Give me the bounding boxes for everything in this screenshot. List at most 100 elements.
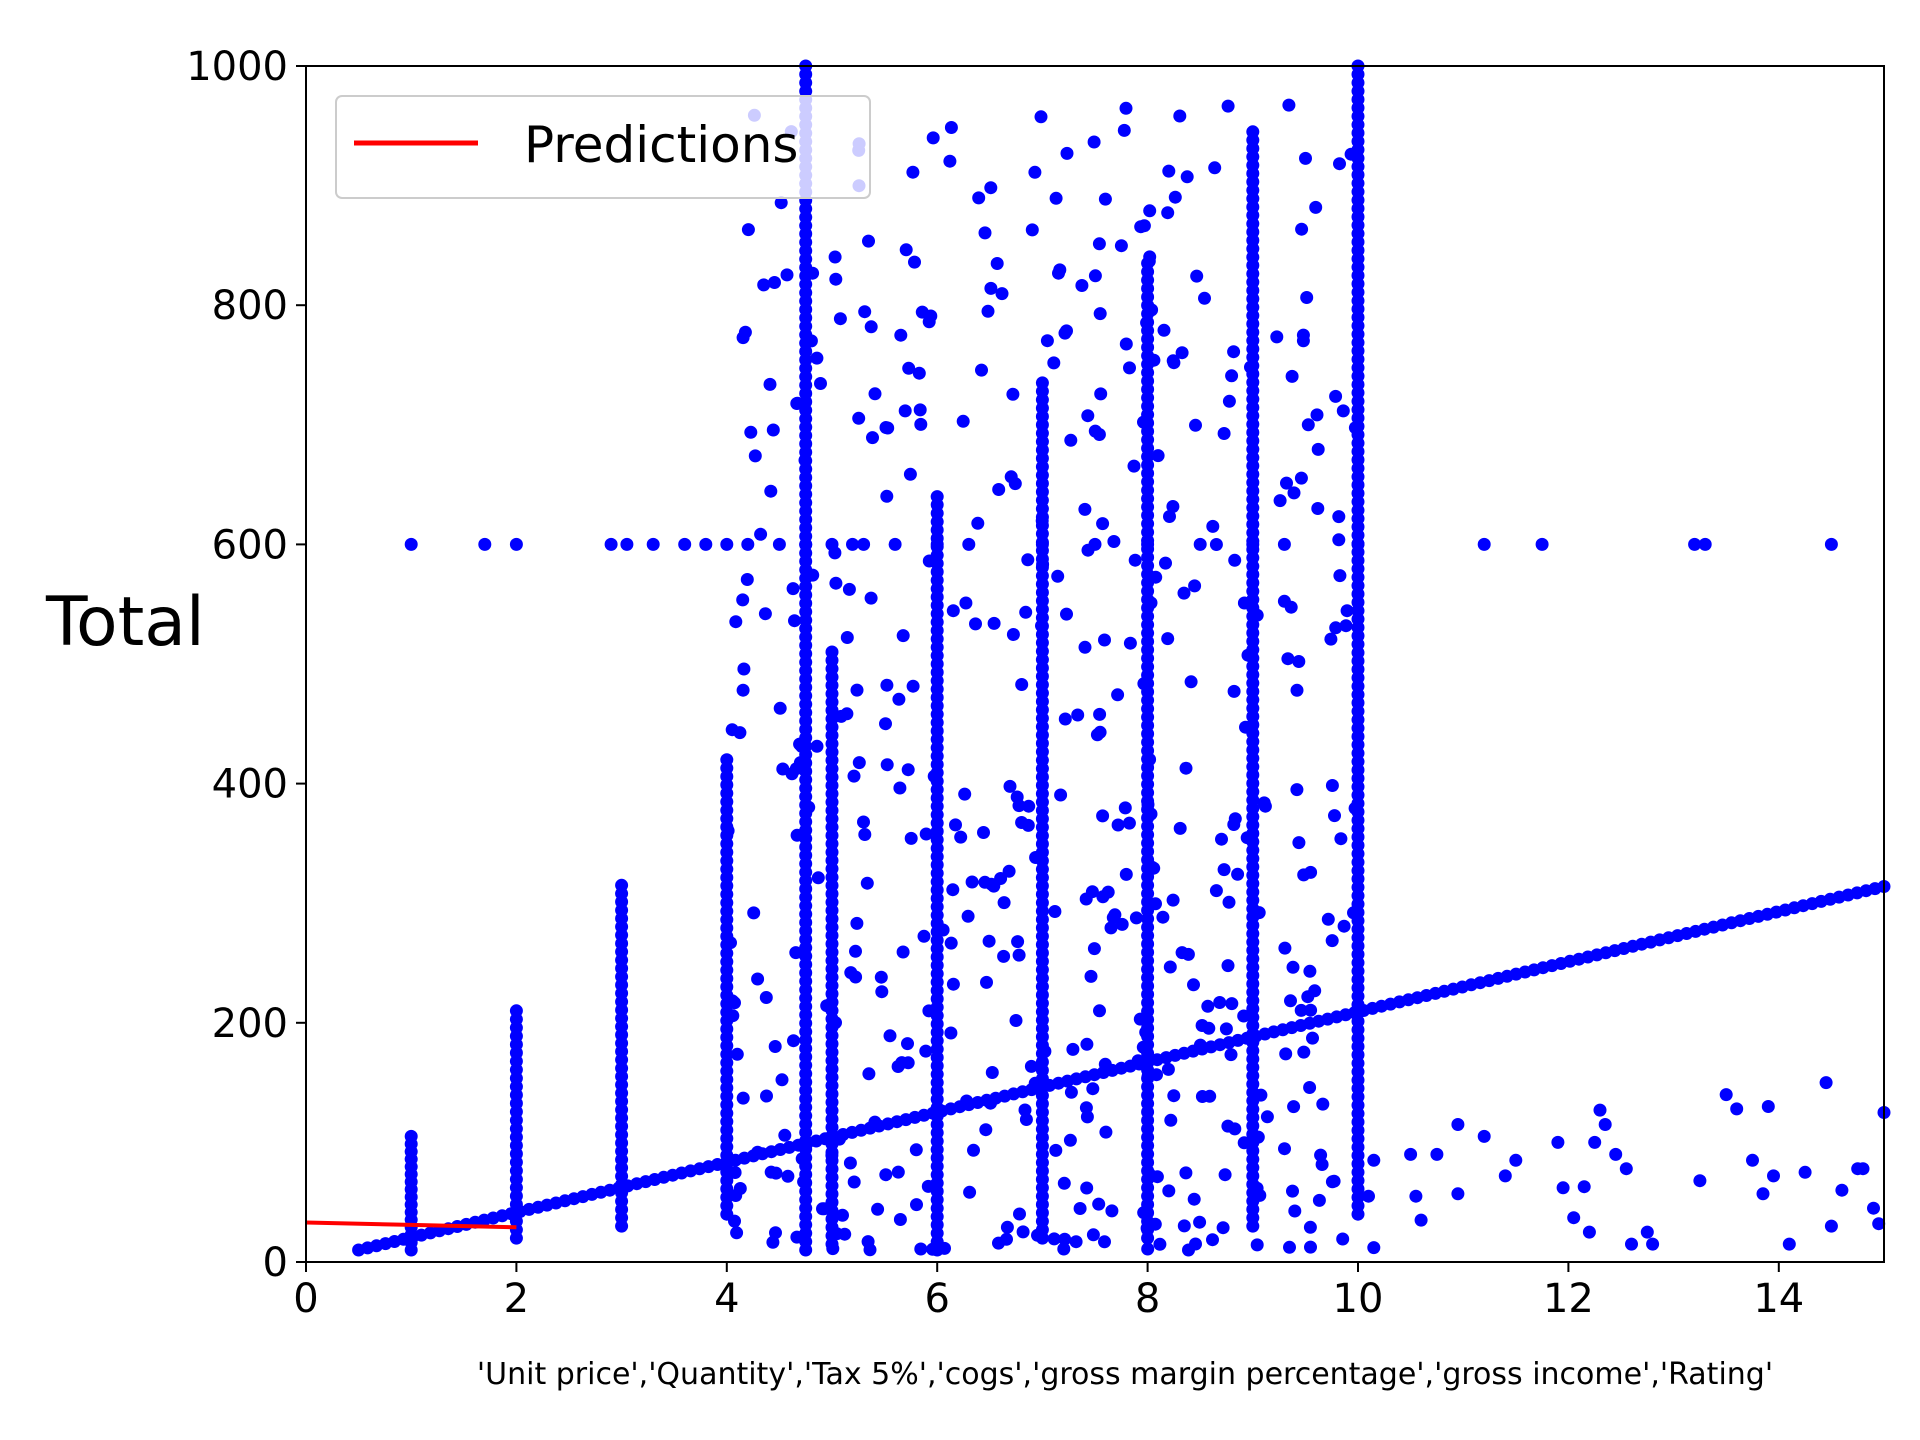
data-point: [1078, 502, 1092, 516]
data-point: [1285, 369, 1299, 383]
data-point: [728, 1214, 741, 1228]
data-point: [1404, 1147, 1418, 1161]
data-point: [1798, 1165, 1812, 1179]
data-point: [1141, 1069, 1155, 1083]
data-point: [946, 883, 960, 897]
data-point: [1188, 579, 1202, 593]
data-point: [880, 678, 894, 692]
data-point: [1015, 816, 1029, 829]
data-point: [1123, 636, 1137, 650]
data-point: [802, 800, 816, 814]
data-point: [1872, 1217, 1886, 1231]
data-point: [1092, 1197, 1106, 1211]
data-point: [1303, 964, 1317, 978]
data-point: [980, 975, 993, 989]
x-axis-label: 'Unit price','Quantity','Tax 5%','cogs',…: [477, 1357, 1773, 1392]
data-point: [985, 1066, 999, 1079]
data-point: [1175, 946, 1189, 960]
data-point: [978, 226, 992, 240]
data-point: [1567, 1211, 1581, 1225]
data-point: [960, 1094, 974, 1108]
data-point: [1281, 652, 1295, 666]
data-point: [1325, 1175, 1339, 1189]
data-point: [1036, 557, 1050, 571]
data-point: [1141, 537, 1155, 551]
data-point: [1016, 1225, 1030, 1239]
data-point: [971, 516, 985, 530]
data-point: [1087, 135, 1101, 149]
data-point: [798, 453, 812, 467]
data-point: [1022, 799, 1036, 813]
data-point: [1286, 960, 1300, 974]
data-point: [1325, 934, 1339, 948]
data-point: [852, 756, 866, 770]
y-tick-label: 400: [212, 762, 288, 808]
data-point: [1577, 1180, 1591, 1194]
data-point: [736, 593, 750, 607]
data-point: [1128, 553, 1142, 567]
data-point: [1304, 1003, 1318, 1017]
data-point: [1028, 165, 1042, 179]
data-point: [1031, 1228, 1044, 1242]
data-point: [828, 546, 842, 560]
data-point: [1009, 1014, 1023, 1027]
data-point: [793, 737, 807, 751]
data-point: [1251, 1130, 1265, 1144]
data-point: [806, 568, 820, 582]
data-point: [1011, 935, 1025, 949]
data-point: [1477, 537, 1491, 551]
data-point: [751, 1145, 765, 1159]
data-point: [1336, 1232, 1350, 1246]
data-point: [1296, 328, 1310, 342]
data-point: [1137, 1206, 1151, 1220]
data-point: [811, 871, 825, 885]
x-tick-label: 8: [1135, 1276, 1160, 1322]
x-tick-label: 12: [1543, 1276, 1594, 1322]
data-point: [1202, 1021, 1216, 1035]
data-point: [858, 305, 872, 319]
data-point: [1225, 997, 1239, 1011]
data-point: [1206, 519, 1220, 533]
data-point: [1080, 1181, 1094, 1195]
y-axis-label: Total: [45, 583, 205, 662]
data-point: [760, 1089, 773, 1103]
data-point: [1129, 911, 1143, 925]
data-point: [754, 527, 768, 541]
data-point: [1698, 537, 1712, 551]
data-point: [879, 717, 892, 731]
data-point: [1019, 605, 1033, 619]
data-point: [1117, 123, 1131, 137]
data-point: [928, 1179, 941, 1193]
data-point: [1619, 1162, 1633, 1176]
data-point: [961, 909, 975, 923]
data-point: [1157, 323, 1171, 337]
data-point: [1173, 821, 1187, 835]
data-point: [909, 1143, 923, 1157]
data-point: [772, 537, 786, 551]
data-point: [891, 1060, 905, 1073]
data-point: [1060, 146, 1074, 160]
data-point: [1161, 632, 1175, 646]
data-point: [1078, 640, 1092, 654]
data-point: [404, 537, 418, 551]
data-point: [773, 701, 787, 715]
data-point: [751, 972, 765, 986]
data-point: [1018, 1103, 1032, 1117]
data-point: [922, 315, 936, 329]
data-point: [781, 1169, 795, 1183]
data-point: [790, 397, 804, 410]
data-point: [1010, 790, 1024, 804]
data-point: [795, 1152, 809, 1166]
data-point: [922, 554, 936, 568]
data-point: [1414, 1213, 1428, 1227]
data-point: [1301, 418, 1315, 432]
data-point: [1228, 1122, 1242, 1136]
data-point: [1167, 356, 1181, 370]
data-point: [1163, 510, 1176, 523]
data-point: [1237, 596, 1251, 610]
x-tick-label: 10: [1333, 1276, 1384, 1322]
data-point: [1084, 969, 1098, 983]
data-point: [1143, 250, 1157, 264]
data-point: [1190, 269, 1204, 283]
data-point: [780, 268, 794, 282]
